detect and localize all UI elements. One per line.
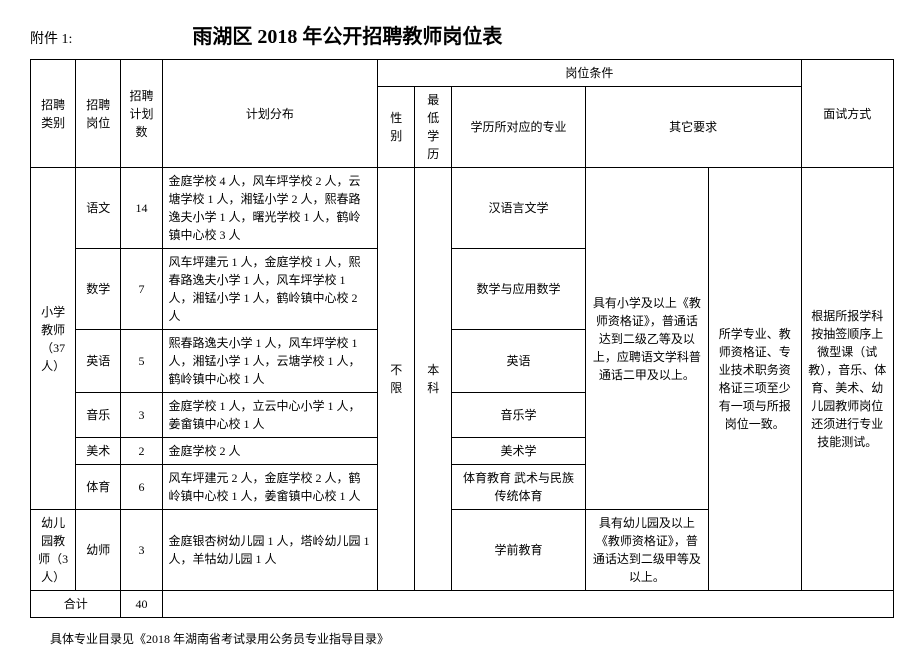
cell-category-primary: 小学教师（37人）	[31, 168, 76, 510]
footer-note: 具体专业目录见《2018 年湖南省考试录用公务员专业指导目录》	[30, 630, 894, 647]
cell-count: 5	[121, 330, 162, 393]
cell-position: 美术	[76, 438, 121, 465]
cell-count: 6	[121, 465, 162, 510]
cell-major: 汉语言文学	[452, 168, 586, 249]
cell-position: 英语	[76, 330, 121, 393]
cell-count: 2	[121, 438, 162, 465]
page-title: 雨湖区 2018 年公开招聘教师岗位表	[192, 20, 502, 49]
cell-other-kg: 具有幼儿园及以上《教师资格证》，普通话达到二级甲等及以上。	[585, 510, 708, 591]
th-gender: 性别	[378, 87, 415, 168]
cell-distribution: 风车坪建元 1 人，金庭学校 1 人，熙春路逸夫小学 1 人，风车坪学校 1 人…	[162, 249, 378, 330]
th-other-req: 其它要求	[585, 87, 801, 168]
cell-count: 3	[121, 393, 162, 438]
th-plan-count: 招聘计划数	[121, 60, 162, 168]
cell-other1: 具有小学及以上《教师资格证》，普通话达到二级乙等及以上，应聘语文学科普通话二甲及…	[585, 168, 708, 510]
recruitment-table: 招聘类别 招聘岗位 招聘计划数 计划分布 岗位条件 面试方式 性别 最低学历 学…	[30, 59, 894, 618]
cell-major: 美术学	[452, 438, 586, 465]
cell-position: 语文	[76, 168, 121, 249]
header-row-1: 招聘类别 招聘岗位 招聘计划数 计划分布 岗位条件 面试方式	[31, 60, 894, 87]
cell-major: 音乐学	[452, 393, 586, 438]
cell-distribution: 金庭学校 1 人，立云中心小学 1 人，姜畲镇中心校 1 人	[162, 393, 378, 438]
total-row: 合计 40	[31, 591, 894, 618]
th-major: 学历所对应的专业	[452, 87, 586, 168]
th-min-edu: 最低学历	[415, 87, 452, 168]
cell-position: 幼师	[76, 510, 121, 591]
cell-count: 3	[121, 510, 162, 591]
cell-gender: 不限	[378, 168, 415, 591]
cell-distribution: 金庭学校 2 人	[162, 438, 378, 465]
cell-position: 数学	[76, 249, 121, 330]
cell-major: 体育教育 武术与民族传统体育	[452, 465, 586, 510]
cell-position: 体育	[76, 465, 121, 510]
cell-position: 音乐	[76, 393, 121, 438]
cell-total-label: 合计	[31, 591, 121, 618]
cell-min-edu: 本科	[415, 168, 452, 591]
table-row: 小学教师（37人） 语文 14 金庭学校 4 人，风车坪学校 2 人，云塘学校 …	[31, 168, 894, 249]
cell-count: 14	[121, 168, 162, 249]
cell-distribution: 金庭银杏树幼儿园 1 人，塔岭幼儿园 1 人，羊牯幼儿园 1 人	[162, 510, 378, 591]
cell-major: 数学与应用数学	[452, 249, 586, 330]
cell-distribution: 金庭学校 4 人，风车坪学校 2 人，云塘学校 1 人，湘锰小学 2 人，熙春路…	[162, 168, 378, 249]
cell-distribution: 熙春路逸夫小学 1 人，风车坪学校 1 人，湘锰小学 1 人，云塘学校 1 人，…	[162, 330, 378, 393]
th-conditions: 岗位条件	[378, 60, 801, 87]
cell-other2: 所学专业、教师资格证、专业技术职务资格证三项至少有一项与所报岗位一致。	[709, 168, 801, 591]
th-interview: 面试方式	[801, 60, 894, 168]
th-position: 招聘岗位	[76, 60, 121, 168]
cell-major: 英语	[452, 330, 586, 393]
attachment-label: 附件 1:	[30, 28, 72, 48]
cell-distribution: 风车坪建元 2 人，金庭学校 2 人，鹤岭镇中心校 1 人，姜畲镇中心校 1 人	[162, 465, 378, 510]
th-category: 招聘类别	[31, 60, 76, 168]
th-distribution: 计划分布	[162, 60, 378, 168]
cell-count: 7	[121, 249, 162, 330]
cell-total-count: 40	[121, 591, 162, 618]
cell-major: 学前教育	[452, 510, 586, 591]
cell-category-kindergarten: 幼儿园教师（3人）	[31, 510, 76, 591]
cell-total-blank	[162, 591, 894, 618]
cell-interview: 根据所报学科按抽签顺序上微型课（试教），音乐、体育、美术、幼儿园教师岗位还须进行…	[801, 168, 894, 591]
